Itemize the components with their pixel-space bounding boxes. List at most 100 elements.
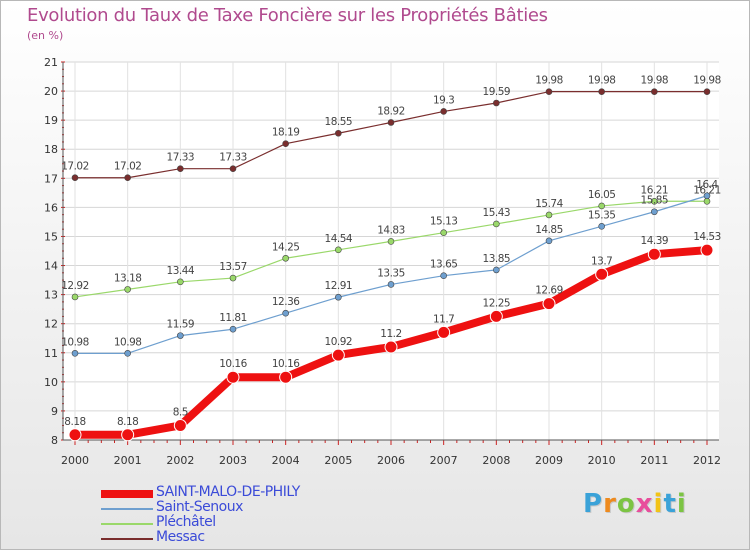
data-label: 13.35 <box>377 267 405 279</box>
data-point <box>124 286 131 293</box>
data-label: 18.92 <box>377 105 405 117</box>
data-label: 14.54 <box>325 233 353 245</box>
data-label: 10.92 <box>325 336 353 348</box>
data-point <box>387 119 395 126</box>
x-tick-label: 2000 <box>61 454 89 467</box>
data-label: 13.7 <box>591 255 612 267</box>
x-tick-label: 2005 <box>324 454 352 467</box>
logo-letter: x <box>635 489 654 519</box>
data-label: 19.98 <box>641 75 669 87</box>
y-tick-label: 12 <box>44 318 58 331</box>
chart-subtitle: (en %) <box>27 29 64 42</box>
x-tick-label: 2010 <box>588 454 616 467</box>
data-label: 11.59 <box>167 319 195 331</box>
data-point <box>598 222 605 230</box>
data-point <box>489 309 503 323</box>
y-tick-label: 21 <box>44 56 58 69</box>
data-label: 10.16 <box>219 358 247 370</box>
data-point <box>545 237 553 245</box>
data-label: 19.98 <box>693 75 721 87</box>
data-point <box>124 174 131 182</box>
data-label: 12.92 <box>61 280 89 292</box>
data-label: 11.2 <box>380 328 401 340</box>
legend-swatch <box>101 508 153 510</box>
data-point <box>651 208 658 216</box>
data-label: 17.33 <box>219 152 247 164</box>
data-point <box>229 274 237 282</box>
data-point <box>282 309 289 317</box>
x-tick-label: 2012 <box>693 454 721 467</box>
data-label: 15.13 <box>430 216 458 228</box>
data-point <box>71 293 79 301</box>
data-label: 13.65 <box>430 259 458 271</box>
data-point <box>440 108 447 115</box>
x-tick-label: 2002 <box>166 454 194 467</box>
data-label: 13.18 <box>114 272 142 284</box>
y-tick-label: 14 <box>44 260 58 273</box>
data-point <box>282 254 289 262</box>
data-point <box>647 247 661 261</box>
data-point <box>598 202 605 210</box>
x-tick-label: 2008 <box>482 454 510 467</box>
logo-letter: o <box>616 489 636 519</box>
data-point <box>387 238 395 245</box>
y-tick-label: 10 <box>44 376 58 389</box>
data-label: 17.02 <box>61 161 89 173</box>
y-tick-label: 16 <box>44 201 58 214</box>
data-label: 18.19 <box>272 127 300 139</box>
data-point <box>595 267 609 281</box>
data-point <box>651 197 658 205</box>
y-tick-label: 20 <box>44 85 58 98</box>
data-point <box>440 272 447 280</box>
data-label: 17.02 <box>114 161 142 173</box>
data-label: 10.98 <box>114 336 142 348</box>
data-label: 15.85 <box>641 195 669 207</box>
data-label: 16.05 <box>588 189 616 201</box>
data-label: 17.33 <box>167 152 195 164</box>
y-tick-label: 17 <box>44 172 58 185</box>
data-label: 19.59 <box>483 86 511 98</box>
y-tick-label: 15 <box>44 230 58 243</box>
data-point <box>71 350 79 357</box>
data-label: 16.21 <box>641 184 669 196</box>
data-point <box>331 348 345 362</box>
data-point <box>335 129 342 137</box>
data-label: 13.44 <box>167 265 195 277</box>
data-label: 14.53 <box>693 231 721 243</box>
legend-swatch <box>101 490 153 498</box>
data-point <box>282 140 289 148</box>
data-label: 8.18 <box>64 416 85 428</box>
data-label: 14.85 <box>535 224 563 236</box>
data-label: 19.98 <box>535 75 563 87</box>
logo-letter: t <box>663 489 677 519</box>
data-point <box>384 340 398 354</box>
data-point <box>545 211 553 219</box>
data-point <box>651 88 658 95</box>
x-tick-label: 2011 <box>640 454 668 467</box>
x-tick-label: 2003 <box>219 454 247 467</box>
legend-label: Messac <box>156 529 205 545</box>
data-label: 14.83 <box>377 224 405 236</box>
data-point <box>226 370 240 384</box>
logo-letter: i <box>653 489 664 519</box>
data-point <box>493 99 500 107</box>
logo-letter: r <box>603 489 617 519</box>
data-point <box>703 88 711 95</box>
data-point <box>703 197 711 205</box>
legend-swatch <box>101 538 153 540</box>
y-tick-label: 11 <box>44 347 58 360</box>
legend-label: SAINT-MALO-DE-PHILY <box>156 484 300 500</box>
data-point <box>335 246 342 254</box>
data-label: 14.39 <box>641 235 669 247</box>
logo-letter: i <box>676 489 687 519</box>
data-label: 15.74 <box>535 198 563 210</box>
data-point <box>177 278 184 286</box>
data-point <box>71 174 79 182</box>
data-point <box>335 293 342 301</box>
data-label: 19.98 <box>588 75 616 87</box>
data-point <box>493 220 500 228</box>
proxiti-logo: Proxiti <box>583 489 687 519</box>
y-tick-label: 13 <box>44 289 58 302</box>
data-label: 15.35 <box>588 209 616 221</box>
data-point <box>700 243 714 257</box>
